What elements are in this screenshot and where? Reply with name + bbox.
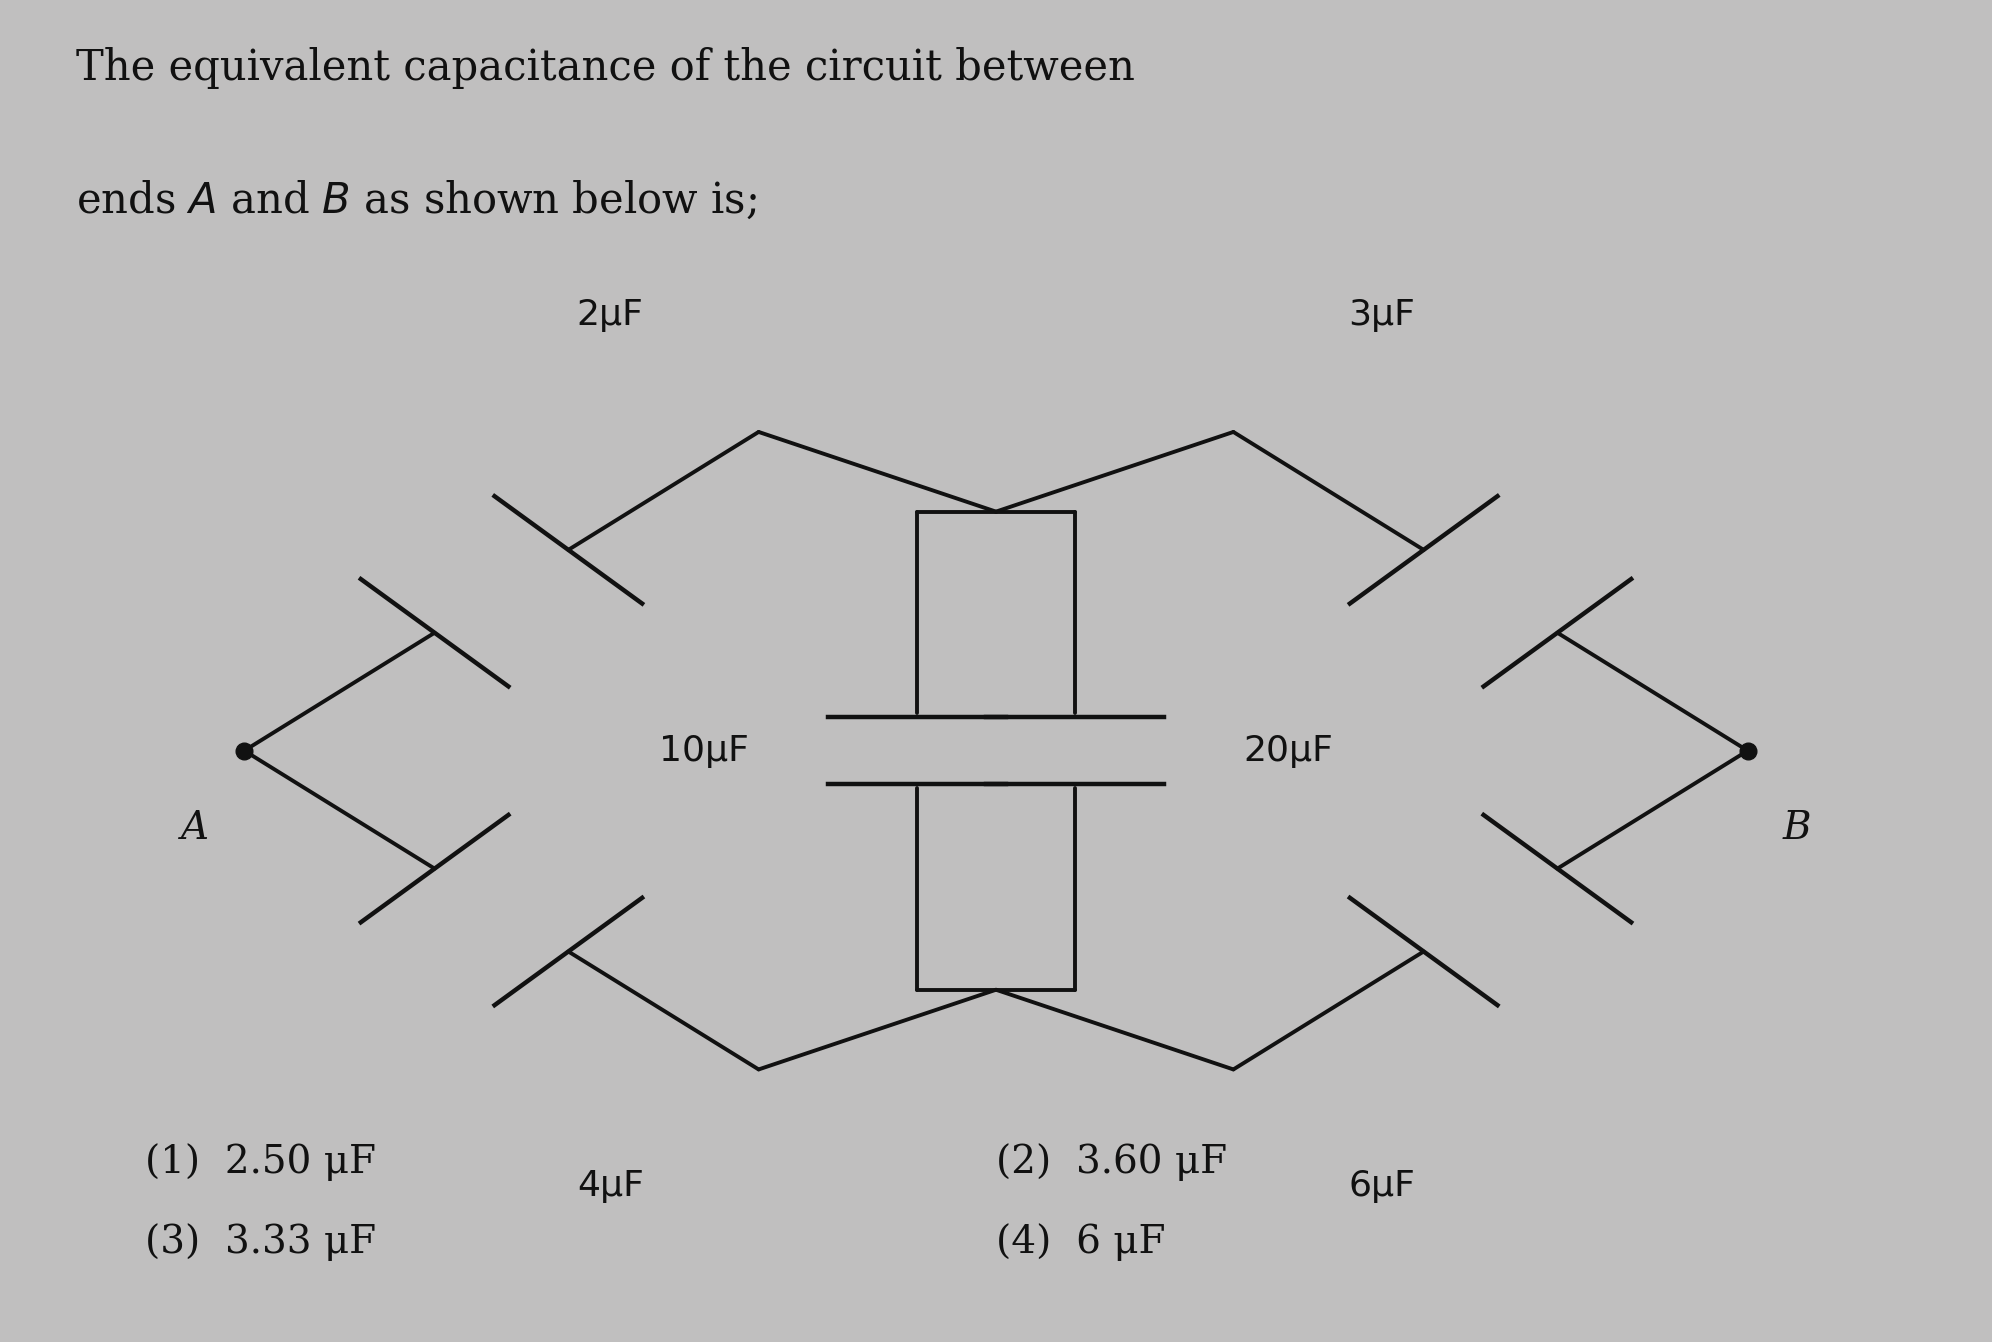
- Text: (3)  3.33 μF: (3) 3.33 μF: [145, 1223, 376, 1261]
- Text: (2)  3.60 μF: (2) 3.60 μF: [996, 1143, 1227, 1181]
- Text: ends $A$ and $B$ as shown below is;: ends $A$ and $B$ as shown below is;: [76, 180, 757, 221]
- Text: (1)  2.50 μF: (1) 2.50 μF: [145, 1143, 376, 1181]
- Text: 6μF: 6μF: [1349, 1169, 1414, 1202]
- Text: 4μF: 4μF: [578, 1169, 643, 1202]
- Text: A: A: [181, 811, 209, 847]
- Text: (4)  6 μF: (4) 6 μF: [996, 1223, 1165, 1261]
- Text: The equivalent capacitance of the circuit between: The equivalent capacitance of the circui…: [76, 47, 1135, 89]
- Text: 2μF: 2μF: [578, 298, 643, 333]
- Text: 20μF: 20μF: [1243, 734, 1333, 768]
- Text: B: B: [1783, 811, 1811, 847]
- Text: 10μF: 10μF: [659, 734, 749, 768]
- Text: 3μF: 3μF: [1349, 298, 1414, 333]
